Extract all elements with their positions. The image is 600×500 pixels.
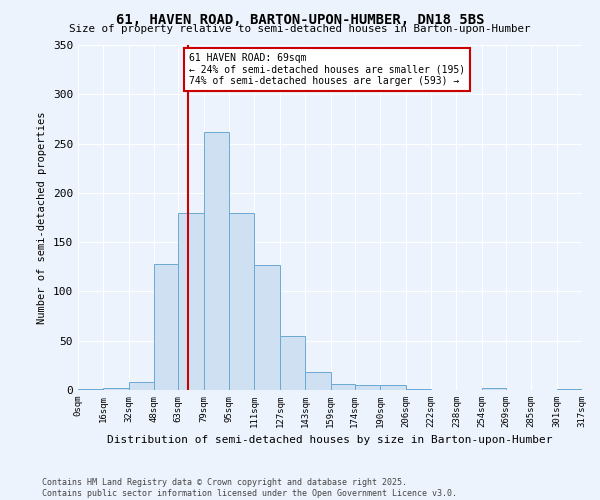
Bar <box>103 388 129 390</box>
Bar <box>406 389 431 390</box>
Bar <box>254 265 280 390</box>
Text: Contains HM Land Registry data © Crown copyright and database right 2025.
Contai: Contains HM Land Registry data © Crown c… <box>42 478 457 498</box>
Bar <box>178 212 203 390</box>
Bar <box>305 372 331 390</box>
Text: Size of property relative to semi-detached houses in Barton-upon-Humber: Size of property relative to semi-detach… <box>69 24 531 34</box>
Y-axis label: Number of semi-detached properties: Number of semi-detached properties <box>37 112 47 324</box>
Bar <box>280 336 305 390</box>
Text: 61 HAVEN ROAD: 69sqm
← 24% of semi-detached houses are smaller (195)
74% of semi: 61 HAVEN ROAD: 69sqm ← 24% of semi-detac… <box>189 53 466 86</box>
X-axis label: Distribution of semi-detached houses by size in Barton-upon-Humber: Distribution of semi-detached houses by … <box>107 436 553 446</box>
Bar <box>229 212 254 390</box>
Bar <box>154 264 178 390</box>
Bar <box>78 389 103 390</box>
Bar <box>129 382 154 390</box>
Bar <box>482 388 506 390</box>
Bar <box>355 385 380 390</box>
Bar <box>557 389 582 390</box>
Bar <box>203 132 229 390</box>
Bar <box>331 384 355 390</box>
Bar <box>380 385 406 390</box>
Text: 61, HAVEN ROAD, BARTON-UPON-HUMBER, DN18 5BS: 61, HAVEN ROAD, BARTON-UPON-HUMBER, DN18… <box>116 12 484 26</box>
